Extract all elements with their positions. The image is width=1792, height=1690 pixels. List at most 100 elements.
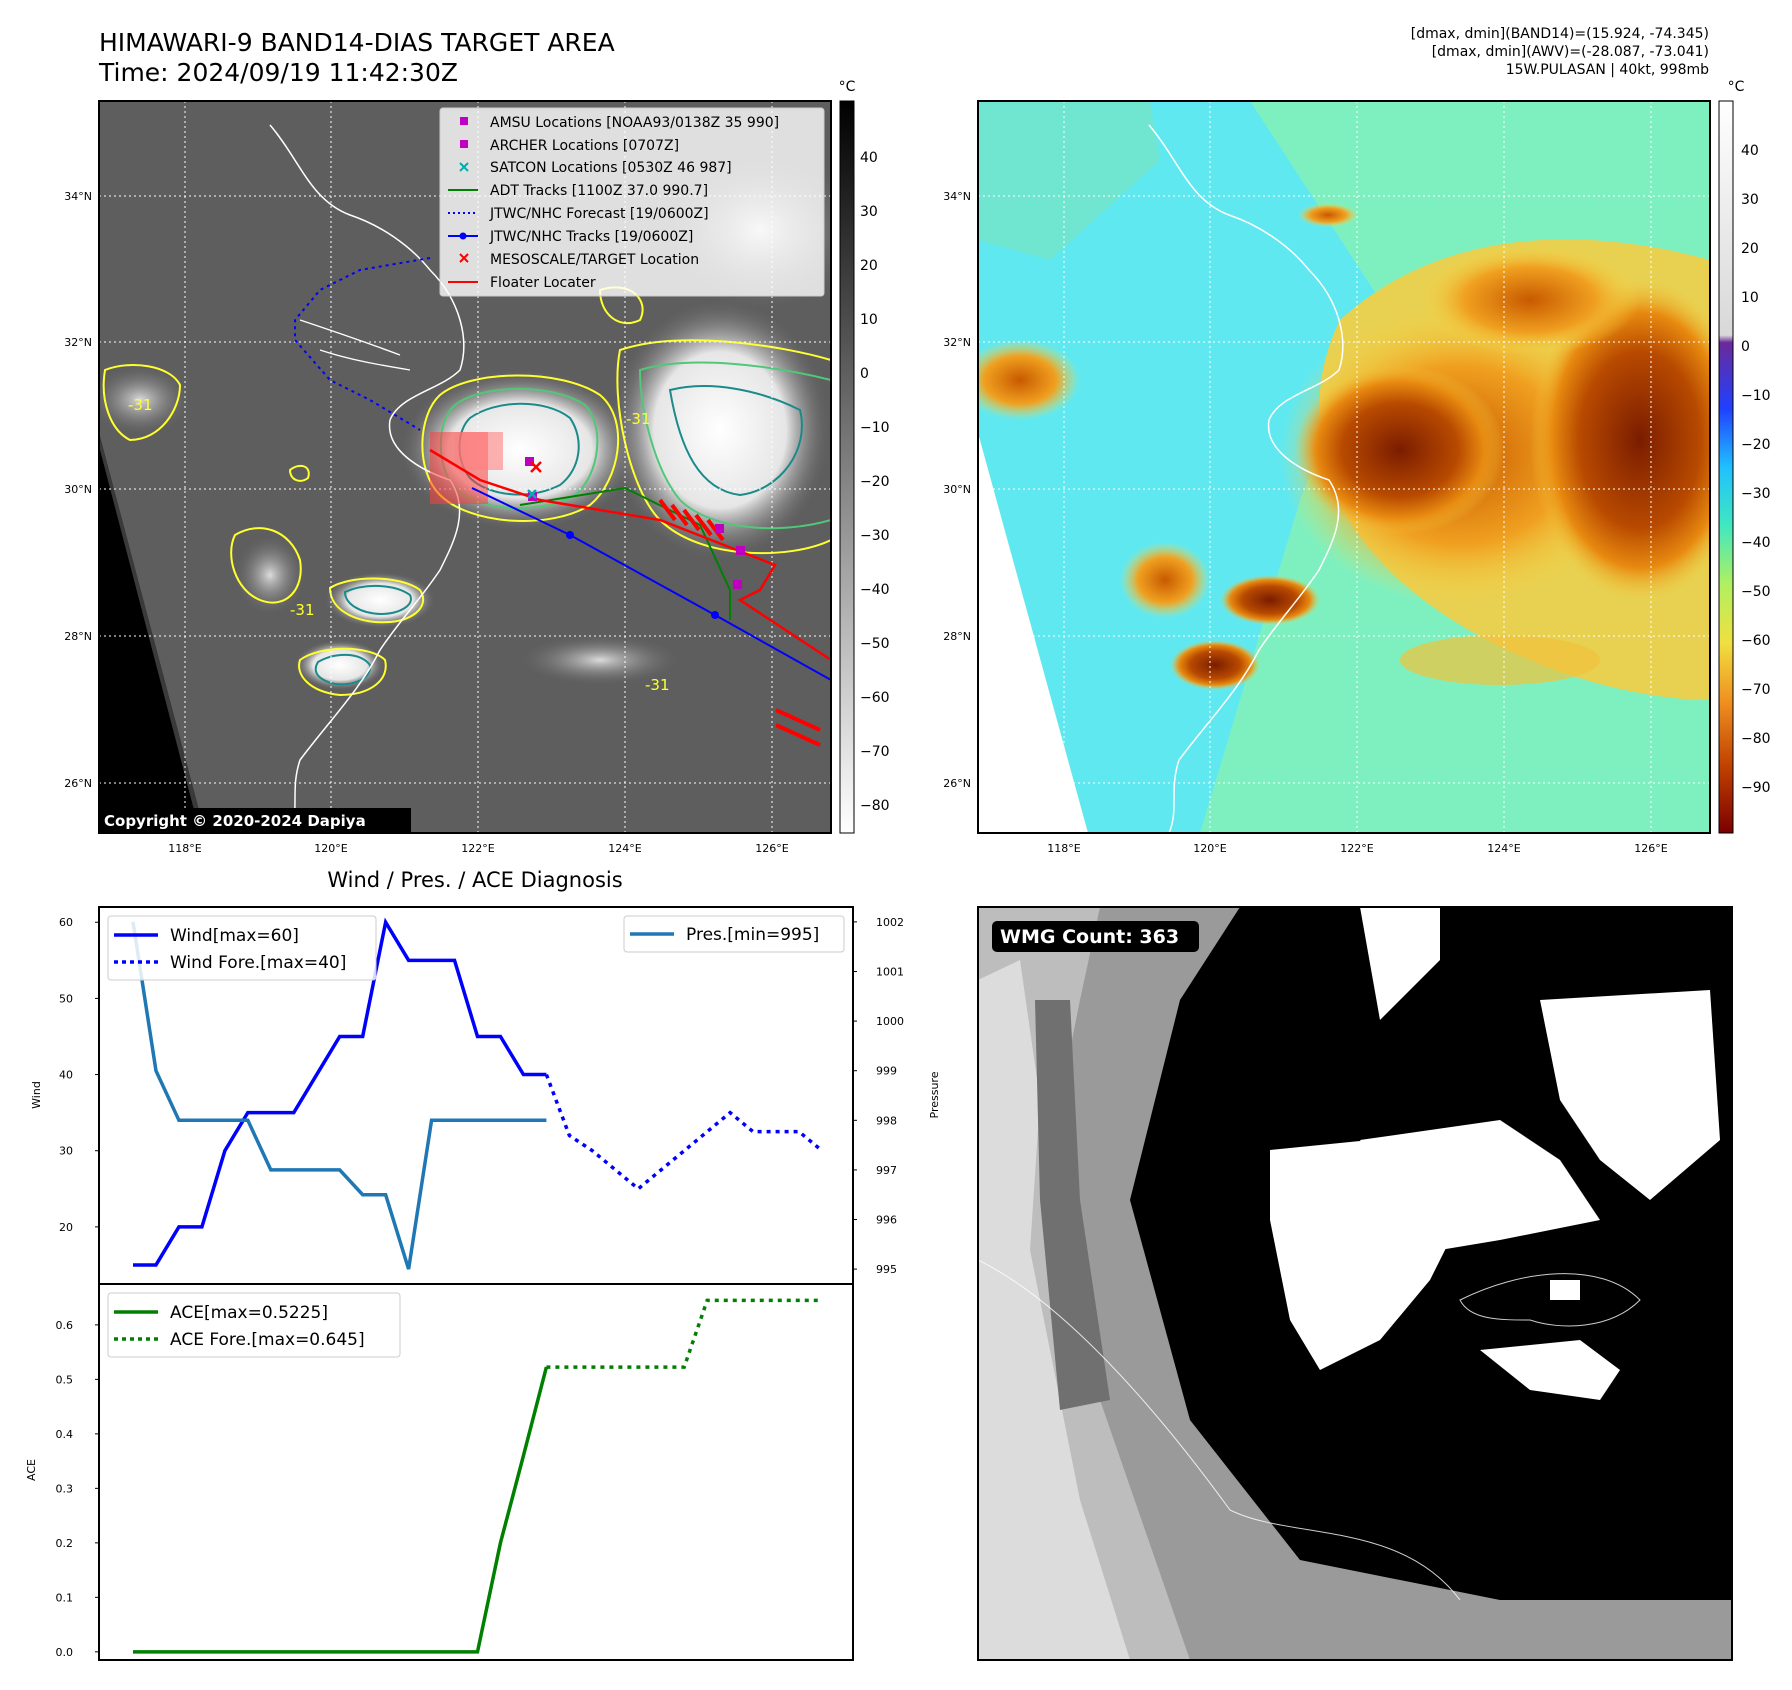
ir-colorbar-unit: °C [839, 79, 856, 95]
archer-marker-2 [715, 524, 724, 533]
legend-satcon-marker [459, 162, 469, 172]
wmg-white-cell-5 [1550, 1280, 1580, 1300]
legend-target-marker [459, 253, 469, 263]
colorbar-tick: −60 [860, 690, 890, 706]
wv-nw [978, 101, 1160, 260]
ir-legend: AMSU Locations [NOAA93/0138Z 35 990] ARC… [439, 107, 825, 297]
colorbar-tick: 20 [1741, 241, 1759, 257]
legend-amsu-marker [460, 117, 468, 125]
contour-label: -31 [290, 601, 315, 619]
lat-label: 30°N [943, 483, 971, 496]
wmg-panel: WMG Count: 363 [977, 906, 1733, 1661]
ace-ytick-label: 0.0 [56, 1646, 74, 1659]
wv-dry-region [978, 101, 1380, 833]
legend-amsu: AMSU Locations [NOAA93/0138Z 35 990] [490, 115, 779, 131]
lat-label: 32°N [64, 336, 92, 349]
pressure-ytick-label: 995 [876, 1263, 897, 1276]
legend-jtwc-track-dot [459, 232, 467, 240]
contour-green-east [638, 361, 831, 530]
series-line-wind-fore-max [544, 1073, 824, 1192]
info-line-2: [dmax, dmin](AWV)=(-28.087, -73.041) [1432, 44, 1709, 60]
ir-lat-labels: 34°N 32°N 30°N 28°N 26°N [64, 190, 92, 790]
amsu-marker [525, 457, 534, 466]
target-x-marker [530, 461, 542, 473]
legend-archer: ARCHER Locations [0707Z] [490, 138, 679, 154]
wind-ytick-label: 20 [59, 1221, 73, 1234]
ir-edge [99, 433, 205, 833]
lat-label: 30°N [64, 483, 92, 496]
pressure-ytick-label: 998 [876, 1114, 897, 1127]
jtwc-forecast-track [294, 257, 431, 431]
wv-colorbar [1718, 100, 1734, 834]
lat-label: 34°N [943, 190, 971, 203]
wv-west-cell [978, 340, 1080, 420]
colorbar-tick: −30 [860, 528, 890, 544]
pressure-ytick-label: 996 [876, 1214, 897, 1227]
lon-label: 122°E [1340, 842, 1373, 855]
colorbar-tick: −20 [860, 474, 890, 490]
wmg-white-cell-3 [1360, 1120, 1600, 1250]
ace-ytick-label: 0.3 [56, 1482, 74, 1495]
ir-gridlines [99, 101, 831, 833]
wmg-badge [992, 921, 1199, 952]
colorbar-tick: 40 [860, 150, 878, 166]
archer-marker-4 [733, 580, 742, 589]
wind-series-group [131, 917, 824, 1270]
wv-frame [977, 100, 1711, 834]
legend-wind: Wind[max=60] [170, 926, 299, 946]
wmg-frame [977, 906, 1733, 1661]
jtwc-track-point-1 [566, 531, 574, 539]
lon-label: 118°E [1047, 842, 1080, 855]
ir-lon-labels: 118°E 120°E 122°E 124°E 126°E [168, 842, 788, 855]
lat-label: 28°N [64, 630, 92, 643]
ace-ytick-label: 0.4 [56, 1428, 74, 1441]
lon-label: 124°E [1487, 842, 1520, 855]
lon-label: 124°E [608, 842, 641, 855]
contour-label: -31 [626, 410, 651, 428]
lon-label: 122°E [461, 842, 494, 855]
ir-cloud-west [99, 365, 190, 435]
wind-ytick-label: 30 [59, 1145, 73, 1158]
wv-south-band [1400, 635, 1600, 685]
info-line-1: [dmax, dmin](BAND14)=(15.924, -74.345) [1411, 26, 1709, 42]
colorbar-tick: −80 [860, 798, 890, 814]
lon-label: 120°E [1193, 842, 1226, 855]
contour-label: -31 [128, 396, 153, 414]
wv-lon-labels: 118°E 120°E 122°E 124°E 126°E [1047, 842, 1667, 855]
contour-yellow-core [421, 374, 620, 523]
legend-pressure: Pres.[min=995] [686, 925, 819, 945]
jtwc-track-point-2 [711, 611, 719, 619]
series-line-ace-fore-max [546, 1298, 822, 1369]
colorbar-tick: −30 [1741, 486, 1771, 502]
ace-ytick-label: 0.1 [56, 1591, 74, 1604]
colorbar-tick: −50 [1741, 584, 1771, 600]
contour-label: -31 [645, 676, 670, 694]
rivers [299, 319, 411, 371]
legend-target: MESOSCALE/TARGET Location [490, 252, 699, 268]
copyright-text: Copyright © 2020-2024 Dapiya [104, 812, 366, 830]
wind-yticks: 20 30 40 50 60 [59, 916, 99, 1234]
pressure-ytick-label: 997 [876, 1164, 897, 1177]
wind-ytick-label: 60 [59, 916, 73, 929]
wv-sw-cell-3 [1170, 640, 1260, 690]
colorbar-tick: −40 [860, 582, 890, 598]
wmg-white-gray-area [978, 960, 1130, 1660]
legend-ace: ACE[max=0.5225] [170, 1303, 328, 1323]
title-line-1: HIMAWARI-9 BAND14-DIAS TARGET AREA [99, 28, 615, 57]
pressure-ytick-label: 1001 [876, 965, 904, 978]
lat-label: 28°N [943, 630, 971, 643]
colorbar-tick: −60 [1741, 633, 1771, 649]
legend-adt: ADT Tracks [1100Z 37.0 990.7] [490, 183, 708, 199]
contour-yellow-east [616, 339, 831, 555]
contour-yellow-sw1 [328, 577, 425, 624]
legend-wind-forecast: Wind Fore.[max=40] [170, 953, 346, 973]
colorbar-tick: 0 [860, 366, 869, 382]
wmg-coastline [978, 1259, 1461, 1601]
pressure-ytick-label: 1002 [876, 916, 904, 929]
lon-label: 126°E [1634, 842, 1667, 855]
lat-label: 26°N [64, 777, 92, 790]
colorbar-tick: −70 [860, 744, 890, 760]
series-line-ace-max [133, 1366, 549, 1654]
wv-map-panel: 34°N 32°N 30°N 28°N 26°N 118°E 120°E 122… [943, 79, 1770, 855]
